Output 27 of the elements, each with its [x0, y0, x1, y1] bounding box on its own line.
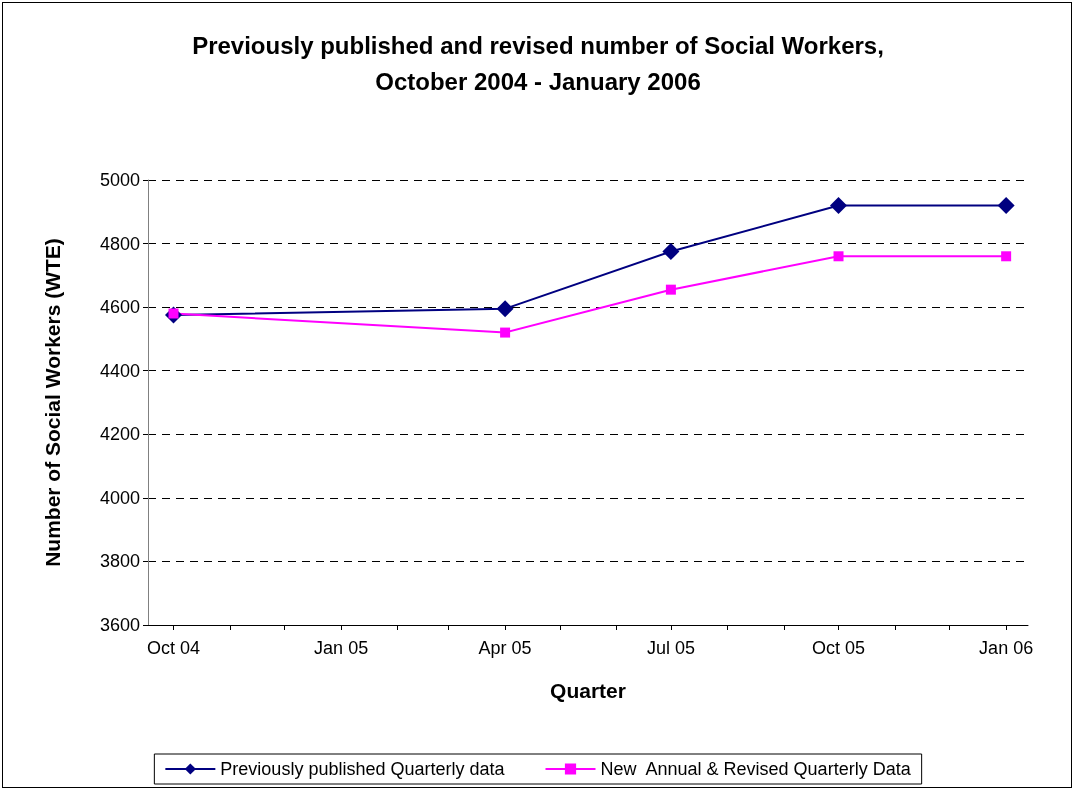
- y-axis-title: Number of Social Workers (WTE): [41, 238, 64, 567]
- point: [665, 284, 676, 295]
- point: [500, 327, 511, 338]
- y-tick-label: 3800: [99, 551, 140, 572]
- y-tick-label: 5000: [99, 170, 140, 190]
- point: [833, 251, 844, 262]
- y-tick-label: 4000: [99, 487, 140, 508]
- y-tick-label: 3600: [99, 615, 140, 635]
- x-tick-label: Jul 05: [646, 638, 695, 658]
- y-tick-label: 4800: [99, 233, 140, 254]
- x-tick-label: Jan 06: [979, 638, 1034, 658]
- x-axis-title: Quarter: [550, 679, 626, 702]
- x-tick-label: Jan 05: [314, 638, 369, 658]
- legend-label: New Annual & Revised Quarterly Data: [600, 759, 912, 779]
- point: [1001, 251, 1012, 262]
- point: [662, 243, 680, 261]
- point: [496, 300, 514, 318]
- legend-label: Previously published Quarterly data: [220, 759, 506, 779]
- y-tick-label: 4200: [99, 424, 140, 445]
- x-tick-label: Oct 05: [812, 638, 866, 658]
- y-tick-label: 4400: [99, 360, 140, 381]
- point: [997, 196, 1015, 214]
- x-tick-label: Apr 05: [478, 638, 532, 658]
- x-tick-label: Oct 04: [146, 638, 201, 658]
- y-tick-label: 4600: [99, 297, 140, 318]
- chart-title: Previously published and revised number of Social Workers, October 2004 - January 2006: [192, 31, 884, 95]
- point: [830, 196, 848, 214]
